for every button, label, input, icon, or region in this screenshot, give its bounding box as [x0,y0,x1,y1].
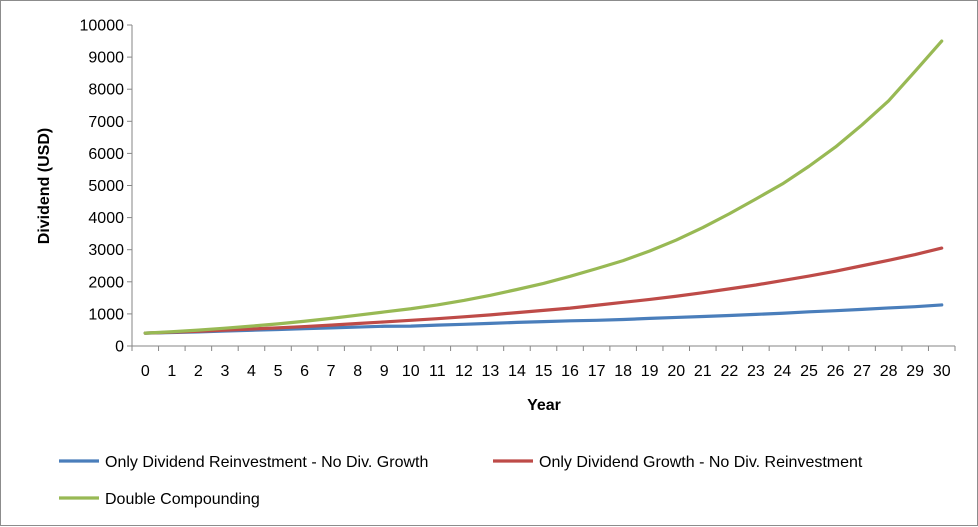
x-tick-label: 21 [694,363,712,380]
x-tick-label: 0 [141,363,150,380]
x-tick-label: 6 [300,363,309,380]
x-tick-label: 29 [906,363,924,380]
x-tick-label: 4 [247,363,256,380]
series-line-2 [143,246,944,335]
x-tick-label: 17 [588,363,606,380]
x-tick-label: 9 [380,363,389,380]
x-tick-label: 15 [535,363,553,380]
y-tick-label: 6000 [88,146,124,163]
y-tick-label: 4000 [88,210,124,227]
x-tick-label: 30 [933,363,951,380]
x-tick-label: 20 [667,363,685,380]
x-tick-label: 1 [167,363,176,380]
legend-label-2: Only Dividend Growth - No Div. Reinvestm… [539,454,863,471]
x-tick-label: 8 [353,363,362,380]
x-tick-label: 10 [402,363,420,380]
y-tick-label: 7000 [88,114,124,131]
x-tick-label: 26 [827,363,845,380]
x-tick-label: 7 [327,363,336,380]
x-tick-label: 12 [455,363,473,380]
series-line-1 [143,303,944,335]
y-tick-label: 2000 [88,274,124,291]
y-tick-label: 3000 [88,242,124,259]
y-tick-label: 10000 [80,18,125,35]
x-axis-title: Year [527,397,561,414]
y-tick-label: 1000 [88,306,124,323]
legend: Only Dividend Reinvestment - No Div. Gro… [59,454,863,508]
x-tick-label: 5 [274,363,283,380]
x-tick-labels: 0 1 2 3 4 5 6 7 8 9 10 11 12 13 14 15 16 17 18 19 20 21 22 23 24… [141,363,951,380]
x-tick-label: 25 [800,363,818,380]
x-tick-label: 22 [720,363,738,380]
x-tick-label: 14 [508,363,526,380]
series-lines [143,39,944,335]
x-tick-label: 13 [482,363,500,380]
x-tick-label: 2 [194,363,203,380]
y-tick-label: 0 [115,339,124,356]
x-tick-label: 19 [641,363,659,380]
series-line-3 [143,39,944,335]
x-tick-label: 11 [429,363,446,380]
x-tick-label: 27 [853,363,871,380]
x-tick-label: 23 [747,363,765,380]
legend-label-3: Double Compounding [105,491,260,508]
x-tick-label: 3 [220,363,229,380]
y-axis-title: Dividend (USD) [36,128,53,244]
x-tick-label: 18 [614,363,632,380]
y-tick-label: 9000 [88,50,124,67]
legend-label-1: Only Dividend Reinvestment - No Div. Gro… [105,454,428,471]
x-tick-label: 16 [561,363,579,380]
y-tick-label: 5000 [88,178,124,195]
x-tick-label: 28 [880,363,898,380]
x-tick-label: 24 [774,363,792,380]
y-tick-labels: 0 1000 2000 3000 4000 5000 6000 7000 8000 9000 100… [80,18,125,356]
y-tick-label: 8000 [88,82,124,99]
axes [127,24,956,351]
